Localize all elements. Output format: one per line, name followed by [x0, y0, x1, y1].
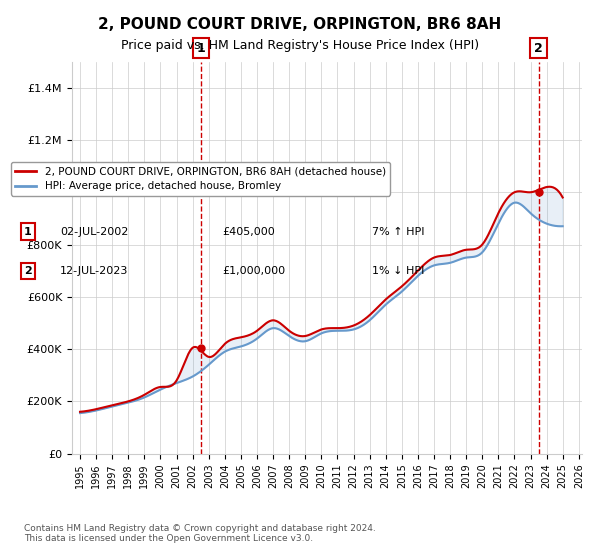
- Text: 02-JUL-2002: 02-JUL-2002: [60, 227, 128, 237]
- Text: £1,000,000: £1,000,000: [222, 266, 285, 276]
- Text: 1: 1: [196, 41, 205, 55]
- Text: 2: 2: [534, 41, 543, 55]
- Text: 7% ↑ HPI: 7% ↑ HPI: [372, 227, 425, 237]
- Text: 12-JUL-2023: 12-JUL-2023: [60, 266, 128, 276]
- Text: 1: 1: [24, 227, 32, 237]
- Text: Contains HM Land Registry data © Crown copyright and database right 2024.
This d: Contains HM Land Registry data © Crown c…: [24, 524, 376, 543]
- Text: 1% ↓ HPI: 1% ↓ HPI: [372, 266, 424, 276]
- Text: 2: 2: [24, 266, 32, 276]
- Legend: 2, POUND COURT DRIVE, ORPINGTON, BR6 8AH (detached house), HPI: Average price, d: 2, POUND COURT DRIVE, ORPINGTON, BR6 8AH…: [11, 162, 390, 195]
- Text: £405,000: £405,000: [222, 227, 275, 237]
- Text: 2, POUND COURT DRIVE, ORPINGTON, BR6 8AH: 2, POUND COURT DRIVE, ORPINGTON, BR6 8AH: [98, 17, 502, 32]
- Text: Price paid vs. HM Land Registry's House Price Index (HPI): Price paid vs. HM Land Registry's House …: [121, 39, 479, 52]
